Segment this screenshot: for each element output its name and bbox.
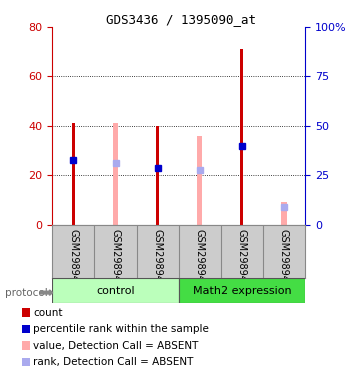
Text: GSM298946: GSM298946	[279, 229, 289, 288]
Bar	[52, 278, 179, 303]
Text: GSM298941: GSM298941	[68, 229, 78, 288]
Bar	[282, 202, 287, 225]
Text: GSM298943: GSM298943	[153, 229, 163, 288]
Bar	[113, 123, 118, 225]
Text: protocol: protocol	[5, 288, 48, 298]
Text: count: count	[33, 308, 63, 318]
Text: GDS3436 / 1395090_at: GDS3436 / 1395090_at	[105, 13, 256, 26]
Bar	[72, 123, 75, 225]
Bar	[179, 278, 305, 303]
Text: GSM298942: GSM298942	[110, 229, 121, 288]
Text: Math2 expression: Math2 expression	[192, 286, 291, 296]
Bar	[240, 49, 243, 225]
Text: GSM298945: GSM298945	[237, 229, 247, 288]
Bar	[197, 136, 202, 225]
Text: percentile rank within the sample: percentile rank within the sample	[33, 324, 209, 334]
Text: GSM298944: GSM298944	[195, 229, 205, 288]
Text: control: control	[96, 286, 135, 296]
Text: rank, Detection Call = ABSENT: rank, Detection Call = ABSENT	[33, 357, 193, 367]
Text: value, Detection Call = ABSENT: value, Detection Call = ABSENT	[33, 341, 199, 351]
Bar	[156, 126, 159, 225]
